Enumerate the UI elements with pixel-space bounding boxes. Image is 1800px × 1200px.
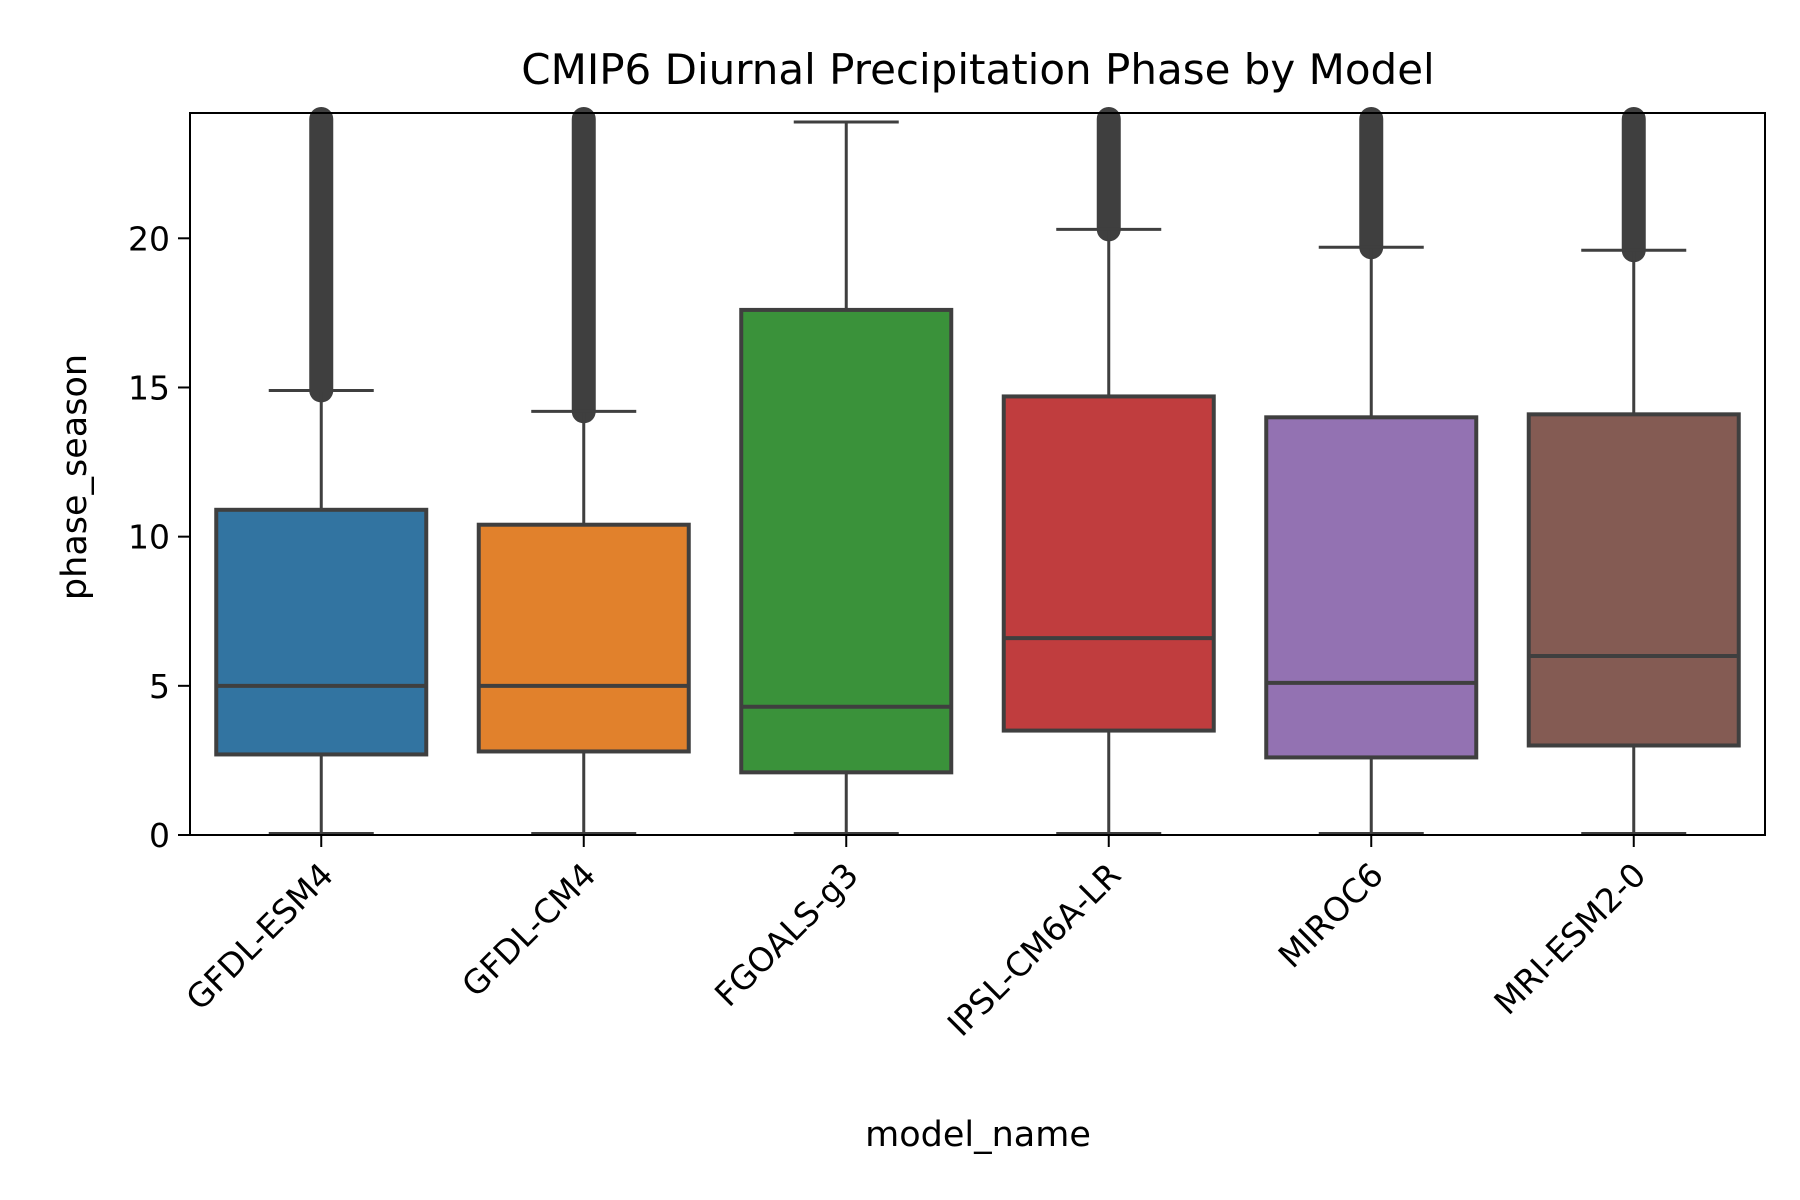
chart-title: CMIP6 Diurnal Precipitation Phase by Mod… (521, 45, 1434, 94)
box-mri-esm2-0 (1526, 412, 1741, 748)
box-ipsl-cm6a-lr (1001, 394, 1216, 733)
x-tick-label: MRI-ESM2-0 (1486, 855, 1653, 1022)
box-gfdl-esm4 (214, 507, 429, 757)
plot-frame (189, 112, 1766, 836)
y-tick-label: 10 (128, 518, 170, 557)
plot-area: 0 5 10 15 20 GFDL-ESM4 GFDL-CM4 FGOALS-g3 IPSL-C… (128, 106, 1741, 1044)
x-tick-label: IPSL-CM6A-LR (940, 855, 1129, 1044)
y-tick-label: 20 (128, 219, 170, 258)
box-miroc6 (1264, 415, 1479, 760)
x-tick-label: GFDL-CM4 (454, 855, 603, 1004)
y-axis-label: phase_season (55, 354, 95, 600)
x-tick-label: GFDL-ESM4 (178, 855, 341, 1018)
x-tick-label: MIROC6 (1271, 855, 1391, 975)
y-tick-label: 5 (149, 667, 170, 706)
x-axis-label: model_name (865, 1115, 1091, 1155)
box-fgoals-g3 (739, 307, 954, 775)
y-tick-label: 15 (128, 368, 170, 407)
y-tick-label: 0 (149, 816, 170, 855)
box-gfdl-cm4 (476, 522, 691, 754)
x-tick-label: FGOALS-g3 (707, 855, 866, 1014)
